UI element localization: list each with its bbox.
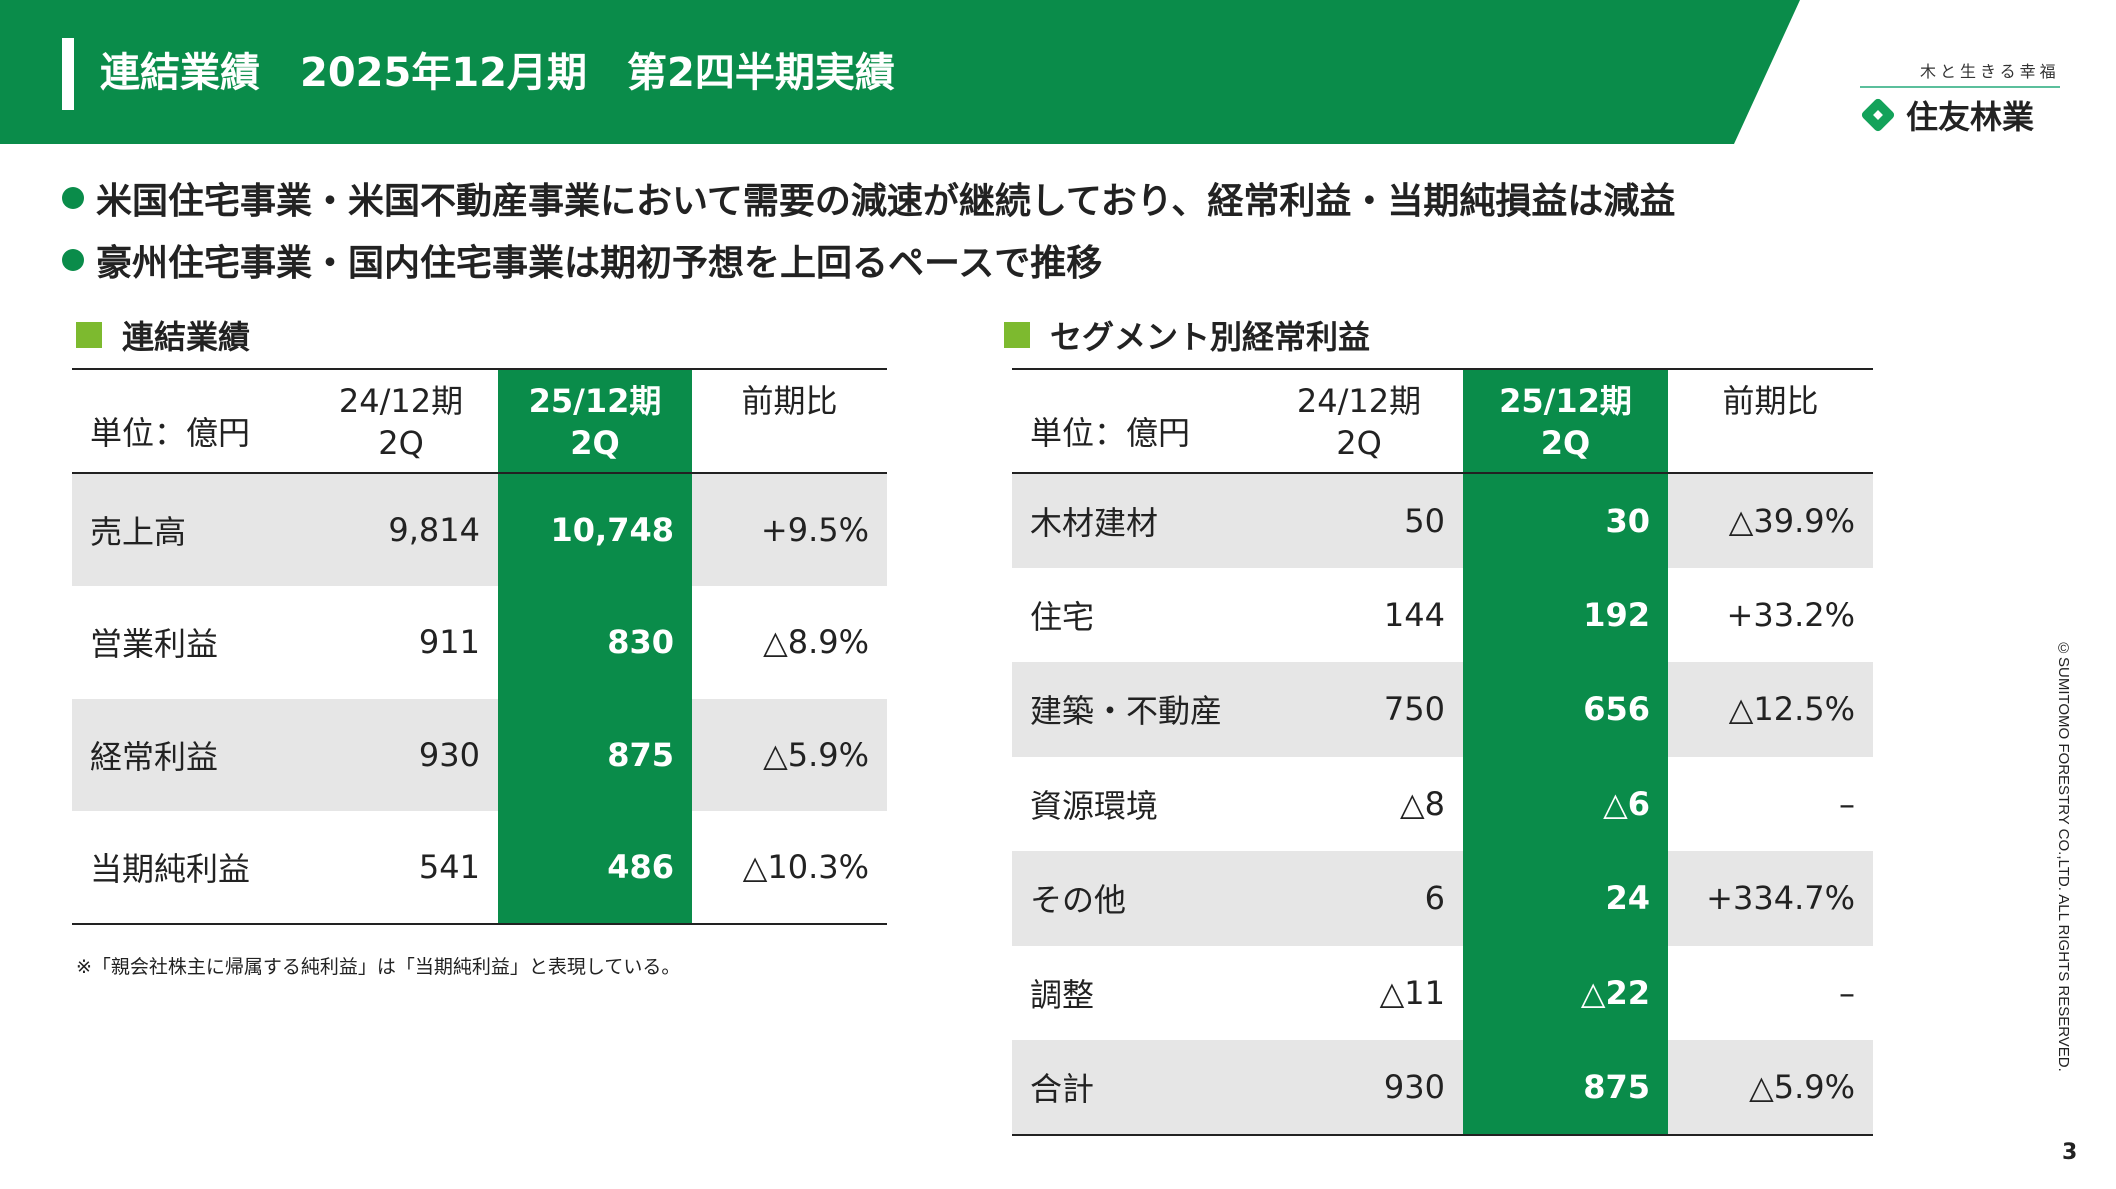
bullet-dot-icon xyxy=(62,187,84,209)
table-row: 営業利益 911 830 △8.9% xyxy=(72,585,887,699)
table-cell: 875 xyxy=(1463,1040,1668,1135)
table-cell: 売上高 xyxy=(72,473,304,586)
column-header: 24/12期 2Q xyxy=(1296,382,1422,462)
column-header: 24/12期 2Q xyxy=(338,382,464,462)
table-row: 住宅 144 192 +33.2% xyxy=(1012,567,1873,662)
table-cell: 656 xyxy=(1463,662,1668,757)
table-cell: △5.9% xyxy=(692,698,887,812)
table-cell: 調整 xyxy=(1030,975,1095,1014)
table-cell: 経常利益 xyxy=(72,698,304,812)
table-cell: 当期純利益 xyxy=(90,850,251,889)
section-title-text: セグメント別経常利益 xyxy=(1050,318,1371,356)
column-header: 25/12期 2Q xyxy=(1463,369,1668,473)
table-cell: 930 xyxy=(1255,1040,1463,1135)
column-header: 単位：億円 xyxy=(1030,414,1191,452)
table-cell: △8.9% xyxy=(763,623,869,662)
table-cell: 営業利益 xyxy=(90,625,219,664)
segment-table: 単位：億円 24/12期 2Q 25/12期 2Q 前期比木材建材 50 30 △39.9%… xyxy=(1012,368,1873,1136)
section-title-text: 連結業績 xyxy=(122,318,251,356)
table-cell: △5.9% xyxy=(1668,1040,1873,1135)
table-cell: 750 xyxy=(1255,662,1463,757)
bullet-1: 米国住宅事業・米国不動産事業において需要の減速が継続しており、経常利益・当期純損… xyxy=(62,172,1675,224)
table-cell: 10,748 xyxy=(498,473,692,586)
table-cell: 144 xyxy=(1383,595,1445,634)
table-cell: +33.2% xyxy=(1726,595,1855,634)
table-cell: △12.5% xyxy=(1668,662,1873,757)
table-cell: 6 xyxy=(1255,851,1463,946)
table-cell: 830 xyxy=(498,585,692,699)
table-row: 合計 930 875 △5.9% xyxy=(1012,1040,1873,1135)
table-cell: 9,814 xyxy=(304,473,498,586)
table-cell: その他 xyxy=(1012,851,1255,946)
table-cell: 911 xyxy=(418,623,480,662)
table-cell: △22 xyxy=(1463,945,1668,1040)
table-cell: +334.7% xyxy=(1668,851,1873,946)
company-logo: 木と生きる幸福 住友林業 xyxy=(1860,58,2060,138)
table-cell: △8 xyxy=(1400,784,1445,823)
table-cell: △10.3% xyxy=(742,848,869,887)
bullet-2: 豪州住宅事業・国内住宅事業は期初予想を上回るペースで推移 xyxy=(62,234,1102,286)
table-cell: 50 xyxy=(1255,473,1463,568)
column-header: 単位：億円 xyxy=(90,414,251,452)
bullet-text: 豪州住宅事業・国内住宅事業は期初予想を上回るペースで推移 xyxy=(96,243,1103,284)
table-cell: 住宅 xyxy=(1030,597,1095,636)
table-row: 経常利益 930 875 △5.9% xyxy=(72,698,887,812)
title-accent-bar xyxy=(62,38,74,110)
table-cell: △6 xyxy=(1463,756,1668,851)
square-icon xyxy=(1004,322,1030,348)
table-row: 木材建材 50 30 △39.9% xyxy=(1012,473,1873,568)
table-cell: 24 xyxy=(1463,851,1668,946)
table-cell: +9.5% xyxy=(692,473,887,586)
table-row: 調整 △11 △22 – xyxy=(1012,945,1873,1040)
consolidated-table: 単位：億円 24/12期 2Q 25/12期 2Q 前期比売上高 9,814 10,748… xyxy=(72,368,887,925)
table-cell: 合計 xyxy=(1012,1040,1255,1135)
footnote: ※「親会社株主に帰属する純利益」は「当期純利益」と表現している。 xyxy=(76,956,681,978)
logo-tagline: 木と生きる幸福 xyxy=(1860,58,2060,88)
table-cell: 875 xyxy=(498,698,692,812)
table-cell: △11 xyxy=(1379,973,1445,1012)
copyright: ©SUMITOMO FORESTRY CO.,LTD. ALL RIGHTS R… xyxy=(2055,640,2072,1072)
table-cell: △39.9% xyxy=(1668,473,1873,568)
table-cell: 486 xyxy=(498,811,692,924)
right-section-title: セグメント別経常利益 xyxy=(1004,312,1370,358)
table-row: 建築・不動産 750 656 △12.5% xyxy=(1012,662,1873,757)
table-cell: – xyxy=(1839,784,1855,823)
table-cell: 541 xyxy=(418,848,480,887)
square-icon xyxy=(76,322,102,348)
table-row: 当期純利益 541 486 △10.3% xyxy=(72,811,887,924)
table-cell: 資源環境 xyxy=(1030,786,1159,825)
header-banner: 連結業績 2025年12月期 第2四半期実績 xyxy=(0,0,1800,144)
table-cell: 930 xyxy=(304,698,498,812)
logo-name: 住友林業 xyxy=(1906,98,2035,136)
column-header: 前期比 xyxy=(1722,382,1819,420)
table-row: 資源環境 △8 △6 – xyxy=(1012,756,1873,851)
left-section-title: 連結業績 xyxy=(76,312,250,358)
column-header: 前期比 xyxy=(741,382,838,420)
bullet-dot-icon xyxy=(62,249,84,271)
table-cell: 木材建材 xyxy=(1012,473,1255,568)
bullet-text: 米国住宅事業・米国不動産事業において需要の減速が継続しており、経常利益・当期純損… xyxy=(96,181,1676,222)
page-number: 3 xyxy=(2062,1140,2078,1165)
column-header: 25/12期 2Q xyxy=(498,369,692,473)
table-row: その他 6 24 +334.7% xyxy=(1012,851,1873,946)
table-cell: 建築・不動産 xyxy=(1012,662,1255,757)
table-cell: – xyxy=(1839,973,1855,1012)
table-row: 売上高 9,814 10,748 +9.5% xyxy=(72,473,887,586)
page-title: 連結業績 2025年12月期 第2四半期実績 xyxy=(100,50,895,96)
logo-mark-icon xyxy=(1860,97,1896,133)
table-cell: 192 xyxy=(1463,567,1668,662)
table-cell: 30 xyxy=(1463,473,1668,568)
